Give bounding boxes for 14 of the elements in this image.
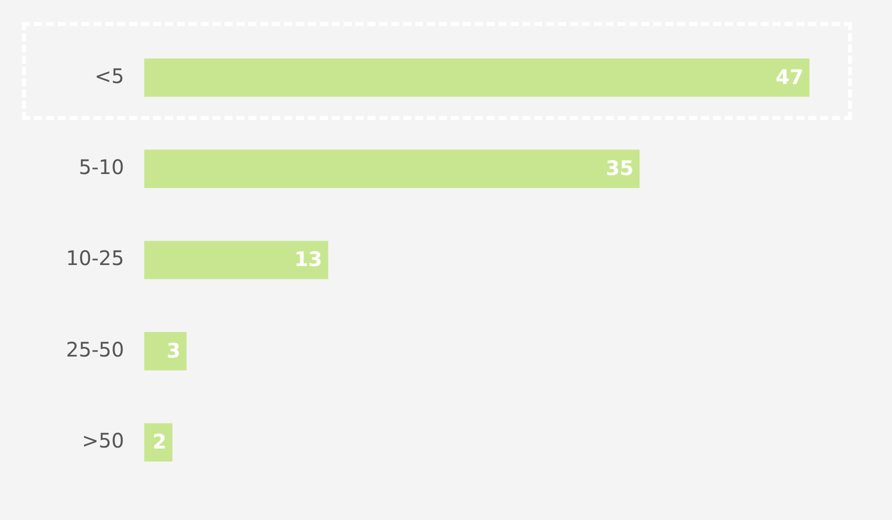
- bar: [144, 240, 328, 280]
- data-label: 2: [152, 430, 166, 454]
- y-tick-label: 25-50: [66, 337, 124, 362]
- y-tick-label: >50: [82, 428, 124, 453]
- bar: [144, 150, 640, 188]
- data-label: 35: [606, 156, 634, 180]
- data-label: 3: [166, 338, 181, 362]
- bar: [144, 332, 187, 370]
- data-label: 13: [294, 247, 322, 272]
- y-tick-label: 10-25: [66, 246, 124, 270]
- bar: [144, 423, 172, 462]
- y-tick-label: <5: [94, 64, 124, 88]
- data-label: 47: [776, 64, 804, 89]
- y-tick-label: 5-10: [78, 155, 124, 180]
